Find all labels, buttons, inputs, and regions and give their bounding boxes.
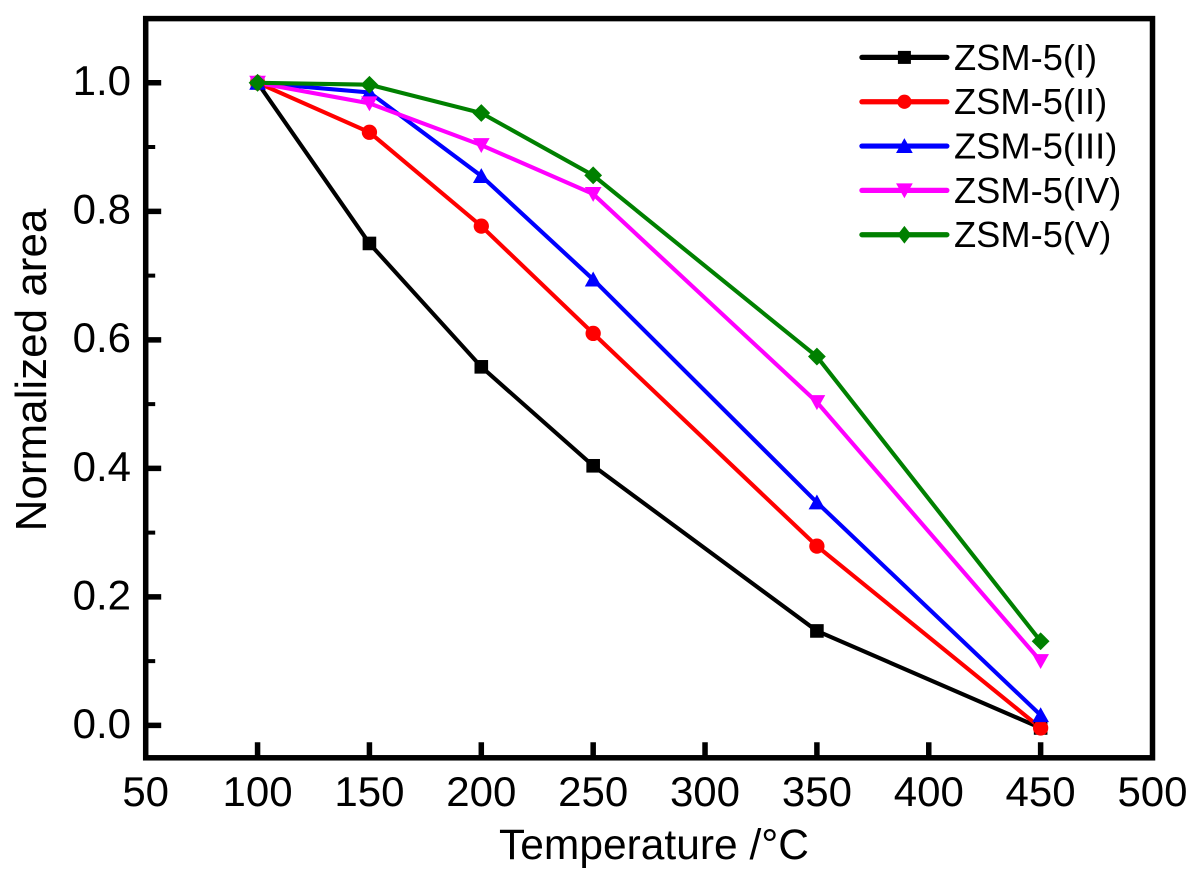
svg-text:350: 350 [782,768,852,815]
svg-text:250: 250 [558,768,628,815]
svg-text:0.4: 0.4 [73,443,131,490]
svg-text:450: 450 [1006,768,1076,815]
svg-text:ZSM-5(III): ZSM-5(III) [954,126,1117,167]
svg-text:200: 200 [446,768,516,815]
svg-text:Temperature /°C: Temperature /°C [499,822,809,869]
svg-text:300: 300 [670,768,740,815]
svg-text:50: 50 [122,768,169,815]
svg-text:ZSM-5(I): ZSM-5(I) [954,37,1097,78]
svg-text:400: 400 [894,768,964,815]
svg-text:0.6: 0.6 [73,314,131,361]
svg-text:1.0: 1.0 [73,57,131,104]
svg-text:0.2: 0.2 [73,571,131,618]
svg-text:Normalized area: Normalized area [7,208,56,531]
svg-text:100: 100 [223,768,293,815]
svg-text:ZSM-5(II): ZSM-5(II) [954,81,1107,122]
svg-text:500: 500 [1117,768,1187,815]
svg-text:0.0: 0.0 [73,700,131,747]
svg-text:0.8: 0.8 [73,186,131,233]
svg-text:150: 150 [334,768,404,815]
svg-text:ZSM-5(V): ZSM-5(V) [954,214,1111,255]
svg-text:ZSM-5(IV): ZSM-5(IV) [954,170,1121,211]
